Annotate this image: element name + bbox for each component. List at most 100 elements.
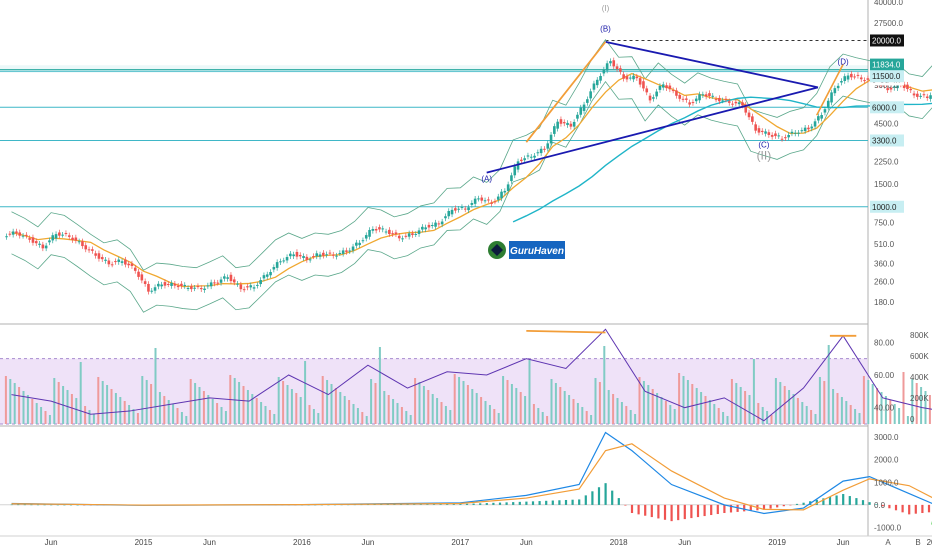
candle-body — [395, 232, 398, 234]
candle-body — [428, 225, 431, 228]
candle-body — [38, 244, 41, 245]
candle-body — [418, 230, 421, 234]
volume-bar — [863, 376, 865, 424]
candle-body — [669, 86, 672, 90]
volume-bar — [287, 385, 289, 424]
candle-body — [810, 127, 813, 129]
macd-histogram-bar — [453, 504, 455, 505]
candle-body — [124, 260, 127, 265]
candle-body — [164, 282, 167, 286]
candle-body — [236, 284, 239, 285]
macd-histogram-bar — [697, 505, 699, 517]
candle-body — [150, 291, 153, 292]
volume-bar — [735, 383, 737, 424]
macd-histogram-bar — [783, 505, 785, 506]
rsi-tick-label: 80.00 — [874, 338, 895, 347]
candle-body — [523, 158, 526, 160]
y-tick-label: 1500.0 — [874, 180, 899, 189]
macd-histogram-bar — [888, 505, 890, 508]
candle-body — [659, 86, 662, 90]
volume-bar — [45, 411, 47, 424]
candle-body — [378, 227, 381, 229]
macd-histogram-bar — [644, 505, 646, 516]
wave-label: (I) — [602, 4, 610, 13]
macd-histogram-bar — [770, 505, 772, 509]
macd-histogram-bar — [743, 505, 745, 512]
macd-tick-label: -1000.0 — [874, 523, 902, 532]
candle-body — [573, 122, 576, 127]
macd-histogram-bar — [908, 505, 910, 514]
volume-bar — [489, 405, 491, 424]
volume-bar — [687, 380, 689, 424]
candle-body — [279, 261, 282, 262]
candle-body — [32, 237, 35, 242]
volume-bar — [326, 380, 328, 424]
volume-bar — [757, 403, 759, 424]
macd-tick-label: 1000.0 — [874, 478, 899, 487]
macd-tick-label: 2000.0 — [874, 456, 899, 465]
candle-body — [909, 89, 912, 90]
macd-histogram-bar — [710, 505, 712, 515]
volume-bar — [476, 393, 478, 424]
log-scale-toggle[interactable]: A — [885, 538, 891, 547]
candle-body — [504, 191, 507, 193]
candle-body — [365, 235, 368, 238]
macd-histogram-bar — [466, 504, 468, 505]
candle-body — [639, 78, 642, 84]
candle-body — [441, 222, 444, 225]
volume-bar — [36, 403, 38, 424]
volume-bar — [203, 391, 205, 424]
candle-body — [645, 88, 648, 92]
candle-body — [18, 232, 21, 235]
candle-body — [207, 285, 210, 286]
candle-body — [263, 275, 266, 278]
candle-body — [467, 207, 470, 210]
volume-bar — [533, 404, 535, 424]
volume-bar — [625, 406, 627, 424]
candle-body — [35, 241, 38, 243]
candle-body — [774, 133, 777, 136]
candle-body — [484, 200, 487, 201]
volume-bar — [159, 392, 161, 424]
candle-body — [48, 240, 51, 242]
wave-label: (A) — [481, 174, 492, 183]
candle-body — [791, 132, 794, 134]
macd-histogram-bar — [50, 505, 52, 506]
candle-body — [233, 279, 236, 282]
volume-bar — [502, 376, 504, 424]
candle-body — [319, 254, 322, 256]
candle-body — [117, 260, 120, 262]
volume-bar — [383, 391, 385, 424]
macd-histogram-bar — [459, 504, 461, 505]
volume-bar — [546, 416, 548, 424]
macd-histogram-bar — [37, 505, 39, 506]
brand-toggle[interactable]: B — [915, 538, 920, 547]
volume-bar — [436, 398, 438, 424]
volume-bar — [256, 398, 258, 424]
candle-body — [857, 75, 860, 76]
volume-tick-label: 400K — [910, 373, 929, 382]
candle-body — [731, 104, 734, 105]
volume-bar — [511, 384, 513, 424]
volume-bar — [322, 376, 324, 424]
candle-body — [216, 283, 219, 284]
volume-bar — [683, 376, 685, 424]
candle-body — [174, 284, 177, 286]
volume-bar — [291, 389, 293, 424]
volume-bar — [265, 406, 267, 424]
candle-body — [22, 236, 25, 237]
candle-body — [850, 74, 853, 77]
candle-body — [583, 105, 586, 111]
macd-histogram-bar — [558, 500, 560, 505]
volume-bar — [674, 409, 676, 424]
candle-body — [906, 85, 909, 89]
candle-body — [612, 60, 615, 66]
volume-bar — [779, 382, 781, 424]
candle-body — [758, 128, 761, 132]
candle-body — [698, 94, 701, 100]
candle-body — [401, 238, 404, 239]
volume-tick-label: 0 — [910, 415, 915, 424]
candle-body — [926, 97, 929, 98]
candle-body — [282, 260, 285, 261]
candle-body — [754, 124, 757, 130]
